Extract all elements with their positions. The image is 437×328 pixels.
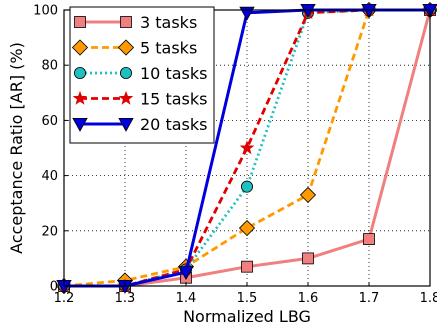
data-point bbox=[240, 180, 253, 193]
legend: 3 tasks 5 tasks 10 tasks 15 tasks 20 tasks bbox=[69, 6, 215, 144]
legend-marker bbox=[120, 67, 133, 80]
ticks: 1.2 1.3 1.4 1.5 1.6 1.7 1.8 0 20 40 60 80 100 bbox=[33, 4, 437, 307]
data-point bbox=[300, 4, 316, 18]
y-axis-label: Acceptance Ratio [AR] (%) bbox=[7, 42, 26, 254]
legend-label: 15 tasks bbox=[140, 90, 207, 109]
y-tick-label: 0 bbox=[50, 280, 58, 295]
x-tick-label: 1.2 bbox=[54, 291, 75, 306]
x-tick-label: 1.3 bbox=[115, 291, 136, 306]
legend-marker bbox=[118, 118, 134, 132]
y-tick-label: 20 bbox=[41, 224, 58, 239]
legend-label: 20 tasks bbox=[140, 115, 207, 134]
legend-marker bbox=[120, 16, 132, 28]
y-tick-label: 40 bbox=[41, 169, 58, 184]
y-tick-label: 80 bbox=[41, 59, 58, 74]
legend-marker bbox=[72, 90, 88, 105]
legend-marker bbox=[117, 39, 135, 56]
data-point bbox=[299, 186, 317, 203]
x-tick-label: 1.7 bbox=[359, 291, 380, 306]
data-point bbox=[178, 266, 194, 281]
legend-box bbox=[69, 6, 215, 144]
y-tick-label: 100 bbox=[33, 4, 58, 19]
data-point bbox=[241, 260, 253, 273]
legend-marker bbox=[74, 67, 87, 80]
x-tick-label: 1.4 bbox=[176, 291, 197, 306]
y-tick-label: 60 bbox=[41, 114, 58, 129]
legend-marker bbox=[72, 118, 88, 132]
x-axis-label: Normalized LBG bbox=[183, 307, 311, 326]
legend-marker bbox=[118, 90, 134, 105]
legend-label: 5 tasks bbox=[140, 39, 197, 58]
legend-marker bbox=[71, 39, 89, 56]
legend-marker bbox=[74, 16, 86, 28]
data-point bbox=[238, 219, 256, 237]
data-point bbox=[361, 4, 377, 18]
legend-label: 3 tasks bbox=[140, 13, 197, 32]
data-point bbox=[302, 252, 314, 265]
x-tick-label: 1.6 bbox=[298, 291, 319, 306]
legend-label: 10 tasks bbox=[140, 64, 207, 83]
data-point bbox=[117, 279, 133, 294]
x-tick-label: 1.5 bbox=[237, 291, 258, 306]
x-tick-label: 1.8 bbox=[420, 291, 437, 306]
data-point bbox=[239, 140, 255, 155]
data-point bbox=[363, 233, 375, 245]
